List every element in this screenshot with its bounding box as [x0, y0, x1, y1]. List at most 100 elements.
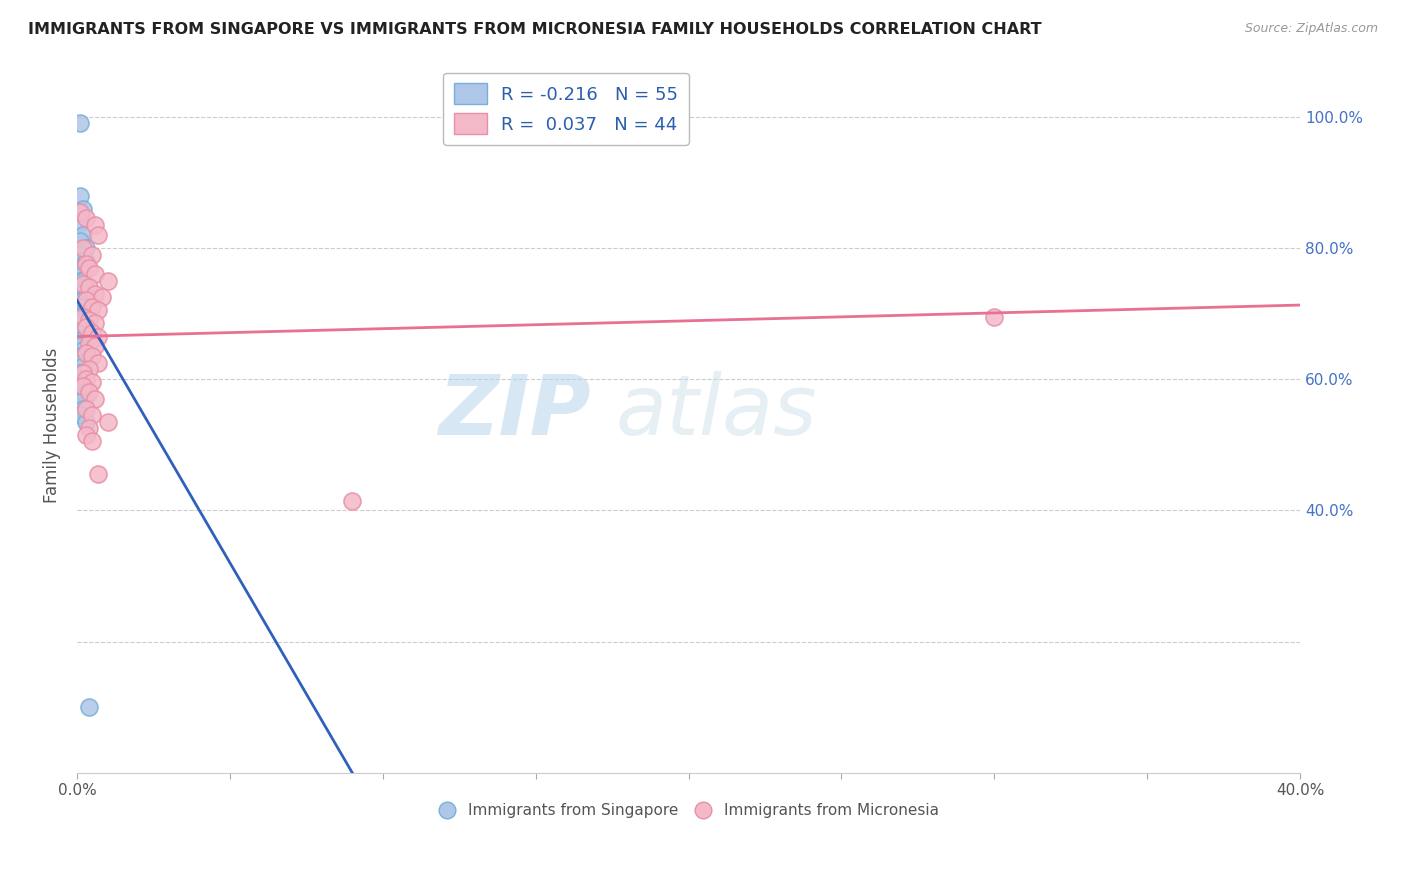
Text: ZIP: ZIP [439, 371, 591, 451]
Point [84, 339, 107, 353]
Point [90, 290, 112, 304]
Point [69, 333, 91, 347]
Legend: Immigrants from Singapore, Immigrants from Micronesia: Immigrants from Singapore, Immigrants fr… [432, 797, 946, 824]
Point [69, 339, 91, 353]
Point [72, 241, 94, 255]
Point [69, 372, 91, 386]
Point [69, 317, 91, 331]
Point [87, 467, 110, 482]
Point [82, 409, 104, 423]
Point [75, 257, 97, 271]
Point [69, 274, 91, 288]
Point [342, 493, 364, 508]
Point [69, 280, 91, 294]
Point [75, 241, 97, 255]
Point [97, 415, 120, 429]
Point [69, 409, 91, 423]
Point [69, 205, 91, 219]
Point [72, 343, 94, 357]
Point [72, 267, 94, 281]
Point [72, 300, 94, 314]
Point [69, 388, 91, 402]
Point [69, 254, 91, 268]
Point [82, 434, 104, 449]
Point [79, 385, 101, 400]
Point [72, 227, 94, 242]
Point [75, 388, 97, 402]
Y-axis label: Family Households: Family Households [44, 347, 60, 503]
Point [87, 303, 110, 318]
Text: Source: ZipAtlas.com: Source: ZipAtlas.com [1244, 22, 1378, 36]
Point [69, 286, 91, 301]
Point [79, 260, 101, 275]
Point [72, 286, 94, 301]
Point [72, 293, 94, 308]
Point [69, 116, 91, 130]
Point [82, 376, 104, 390]
Point [84, 286, 107, 301]
Point [72, 310, 94, 324]
Point [84, 218, 107, 232]
Point [75, 293, 97, 308]
Point [69, 349, 91, 363]
Point [87, 356, 110, 370]
Point [87, 227, 110, 242]
Point [84, 317, 107, 331]
Point [79, 313, 101, 327]
Point [75, 293, 97, 308]
Point [72, 310, 94, 324]
Point [79, 421, 101, 435]
Point [69, 267, 91, 281]
Point [75, 280, 97, 294]
Point [983, 310, 1005, 324]
Point [82, 326, 104, 341]
Point [79, 336, 101, 351]
Point [75, 428, 97, 442]
Point [75, 415, 97, 429]
Text: IMMIGRANTS FROM SINGAPORE VS IMMIGRANTS FROM MICRONESIA FAMILY HOUSEHOLDS CORREL: IMMIGRANTS FROM SINGAPORE VS IMMIGRANTS … [28, 22, 1042, 37]
Point [69, 235, 91, 249]
Point [69, 307, 91, 321]
Point [69, 323, 91, 337]
Point [75, 346, 97, 360]
Point [69, 247, 91, 261]
Point [72, 378, 94, 392]
Point [79, 362, 101, 376]
Point [72, 359, 94, 373]
Point [75, 211, 97, 226]
Point [84, 267, 107, 281]
Point [69, 188, 91, 202]
Point [69, 395, 91, 409]
Point [72, 323, 94, 337]
Point [69, 300, 91, 314]
Text: atlas: atlas [616, 371, 817, 451]
Point [79, 700, 101, 714]
Point [87, 329, 110, 343]
Point [82, 247, 104, 261]
Point [84, 392, 107, 406]
Point [75, 401, 97, 416]
Point [72, 366, 94, 380]
Point [72, 366, 94, 380]
Point [75, 372, 97, 386]
Point [72, 307, 94, 321]
Point [69, 310, 91, 324]
Point [82, 349, 104, 363]
Point [72, 401, 94, 416]
Point [69, 215, 91, 229]
Point [75, 310, 97, 324]
Point [72, 277, 94, 291]
Point [75, 254, 97, 268]
Point [69, 382, 91, 396]
Point [75, 319, 97, 334]
Point [72, 202, 94, 216]
Point [69, 260, 91, 275]
Point [69, 376, 91, 390]
Point [69, 366, 91, 380]
Point [72, 274, 94, 288]
Point [69, 293, 91, 308]
Point [72, 382, 94, 396]
Point [72, 317, 94, 331]
Point [72, 260, 94, 275]
Point [69, 356, 91, 370]
